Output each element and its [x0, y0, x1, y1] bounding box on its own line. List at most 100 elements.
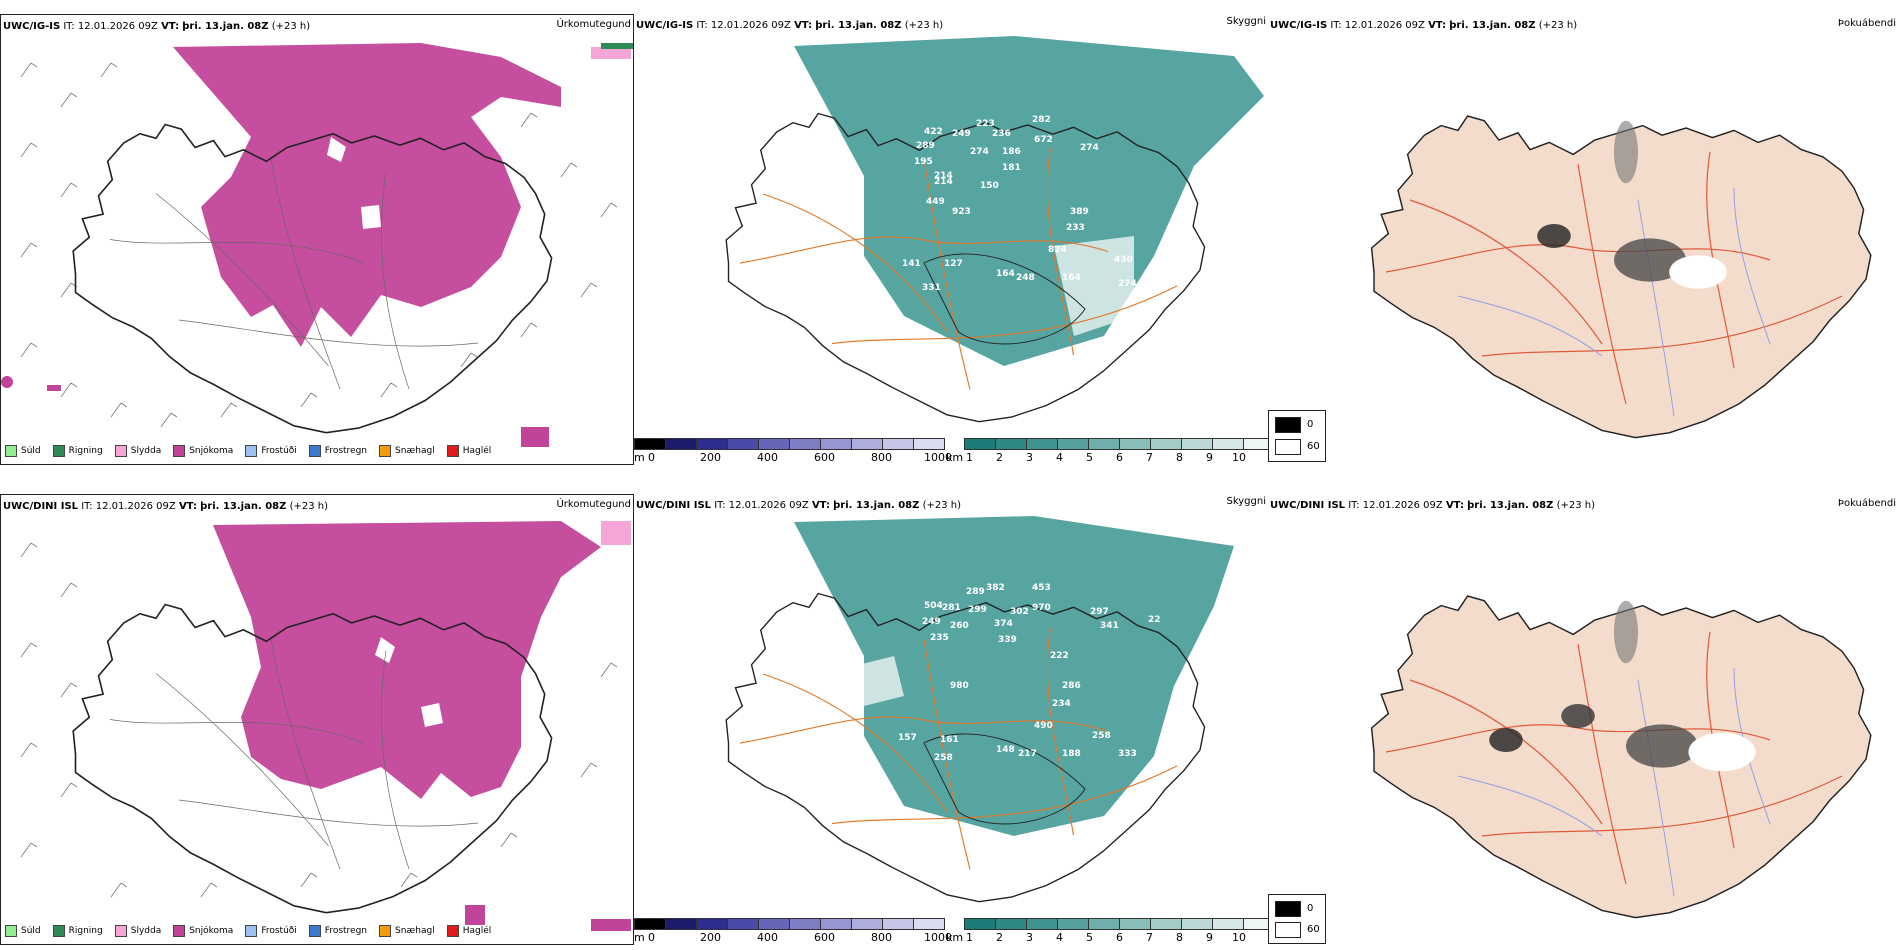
- tick-800: 800: [871, 451, 892, 464]
- precip-top-title: Úrkomutegund: [556, 19, 631, 30]
- vtick-8: 8: [1176, 931, 1183, 944]
- cloud-base-value-label: 923: [952, 207, 971, 217]
- cloud-base-value-label: 430: [1114, 255, 1133, 265]
- colorbar-step: [914, 438, 945, 450]
- colorbar-step: [1182, 438, 1213, 450]
- cloud-panel-bottom: UWC/DINI ISL IT: 12.01.2026 09Z VT: þri.…: [634, 494, 1268, 945]
- colorbar-step: [1089, 438, 1120, 450]
- tick-800: 800: [871, 931, 892, 944]
- cloud-base-value-label: 148: [996, 745, 1015, 755]
- colorbar-step: [996, 438, 1027, 450]
- precip-bottom-map: [1, 517, 633, 932]
- legend-item-frostudi: Frostúði: [245, 925, 297, 937]
- vtick-3: 3: [1026, 451, 1033, 464]
- legend-item-slydda: Slydda: [114, 925, 161, 937]
- cloud-base-value-label: 223: [976, 119, 995, 129]
- fog-swatch-dark: [1275, 901, 1301, 917]
- cloud-base-value-label: 214: [934, 171, 953, 181]
- cloud-base-value-label: 258: [1092, 731, 1111, 741]
- visibility-colorbar-bottom: [964, 918, 1268, 930]
- cloud-top-title: Skyggni: [1226, 16, 1266, 27]
- fog-panel-top: UWC/IG-IS IT: 12.01.2026 09Z VT: þri. 13…: [1268, 14, 1900, 465]
- precip-panel-bottom: UWC/DINI ISL IT: 12.01.2026 09Z VT: þri.…: [0, 494, 634, 945]
- tick-200: 200: [700, 451, 721, 464]
- legend-item-frostregn: Frostregn: [308, 445, 367, 457]
- cloud-base-value-label: 339: [998, 635, 1017, 645]
- fog-label-dark: 0: [1307, 419, 1314, 430]
- fog-top-header: UWC/IG-IS IT: 12.01.2026 09Z VT: þri. 13…: [1270, 20, 1578, 31]
- tick-400: 400: [757, 451, 778, 464]
- colorbar-step: [1151, 438, 1182, 450]
- cloud-base-value-label: 980: [950, 681, 969, 691]
- colorbar-step: [1027, 438, 1058, 450]
- vtick-7: 7: [1146, 931, 1153, 944]
- colorbar-step: [759, 918, 790, 930]
- cloud-base-value-label: 248: [1016, 273, 1035, 283]
- legend-item-haglel: Haglél: [446, 925, 491, 937]
- cloud-base-value-label: 186: [1002, 147, 1021, 157]
- cloud-base-unit-bottom: m: [634, 931, 645, 944]
- vtick-8: 8: [1176, 451, 1183, 464]
- colorbar-step: [883, 918, 914, 930]
- colorbar-step: [914, 918, 945, 930]
- vtick-4: 4: [1056, 931, 1063, 944]
- vtick-4: 4: [1056, 451, 1063, 464]
- cloud-base-value-label: 281: [942, 603, 961, 613]
- precip-bottom-legend: Súld Rigning Slydda Snjókoma Frostúði Fr…: [5, 925, 491, 937]
- vtick-7: 7: [1146, 451, 1153, 464]
- cloud-base-value-label: 490: [1034, 721, 1053, 731]
- colorbar-step: [1058, 918, 1089, 930]
- legend-item-slydda: Slydda: [114, 445, 161, 457]
- fog-bottom-legend: 0 60: [1268, 894, 1326, 944]
- cloud-base-value-label: 222: [1050, 651, 1069, 661]
- precip-top-wind-barbs: [20, 62, 618, 428]
- colorbar-step: [1120, 918, 1151, 930]
- legend-item-suld: Súld: [5, 445, 41, 457]
- visibility-colorbar-top: [964, 438, 1268, 450]
- fog-bottom-map: [1370, 595, 1872, 919]
- vtick-9: 9: [1206, 451, 1213, 464]
- colorbar-step: [697, 438, 728, 450]
- tick-400: 400: [757, 931, 778, 944]
- cloud-bottom-map: 289 382 453 504 281 302 970 299 374 249 260 339 297 3…: [725, 516, 1234, 903]
- colorbar-step: [697, 918, 728, 930]
- colorbar-step: [666, 918, 697, 930]
- cloud-base-value-label: 249: [952, 129, 971, 139]
- colorbar-step: [1213, 438, 1244, 450]
- fog-bottom-title: Þokuábendi: [1837, 498, 1896, 509]
- cloud-base-value-label: 374: [994, 619, 1013, 629]
- tick-600: 600: [814, 931, 835, 944]
- cloud-base-value-label: 188: [1062, 749, 1081, 759]
- vtick-10: 10: [1232, 931, 1246, 944]
- legend-item-haglel: Haglél: [446, 445, 491, 457]
- colorbar-step: [666, 438, 697, 450]
- cloud-base-value-label: 235: [930, 633, 949, 643]
- colorbar-step: [852, 438, 883, 450]
- cloud-base-value-label: 297: [1090, 607, 1109, 617]
- cloud-base-value-label: 164: [996, 269, 1015, 279]
- vis-unit-bottom: km: [946, 931, 964, 944]
- fog-bottom-header: UWC/DINI ISL IT: 12.01.2026 09Z VT: þri.…: [1270, 500, 1596, 511]
- vis-unit-top: km: [946, 451, 964, 464]
- colorbar-step: [883, 438, 914, 450]
- cloud-base-value-label: 249: [922, 617, 941, 627]
- cloud-base-value-label: 453: [1032, 583, 1051, 593]
- cloud-base-value-label: 331: [922, 283, 941, 293]
- cloud-base-value-label: 141: [902, 259, 921, 269]
- cloud-base-value-label: 286: [1062, 681, 1081, 691]
- precip-bottom-snow-area: [213, 521, 601, 799]
- tick-1000: 1000: [924, 451, 952, 464]
- colorbar-step: [1244, 918, 1268, 930]
- cloud-base-value-label: 289: [966, 587, 985, 597]
- vtick-5: 5: [1086, 451, 1093, 464]
- vtick-6: 6: [1116, 451, 1123, 464]
- colorbar-step: [790, 438, 821, 450]
- cloud-base-value-label: 672: [1034, 135, 1053, 145]
- vtick-1: 1: [966, 451, 973, 464]
- vtick-5: 5: [1086, 931, 1093, 944]
- vtick-9: 9: [1206, 931, 1213, 944]
- cloud-base-value-label: 389: [1070, 207, 1089, 217]
- fog-swatch-light: [1275, 439, 1301, 455]
- cloud-base-colorbar-bottom: [634, 918, 945, 930]
